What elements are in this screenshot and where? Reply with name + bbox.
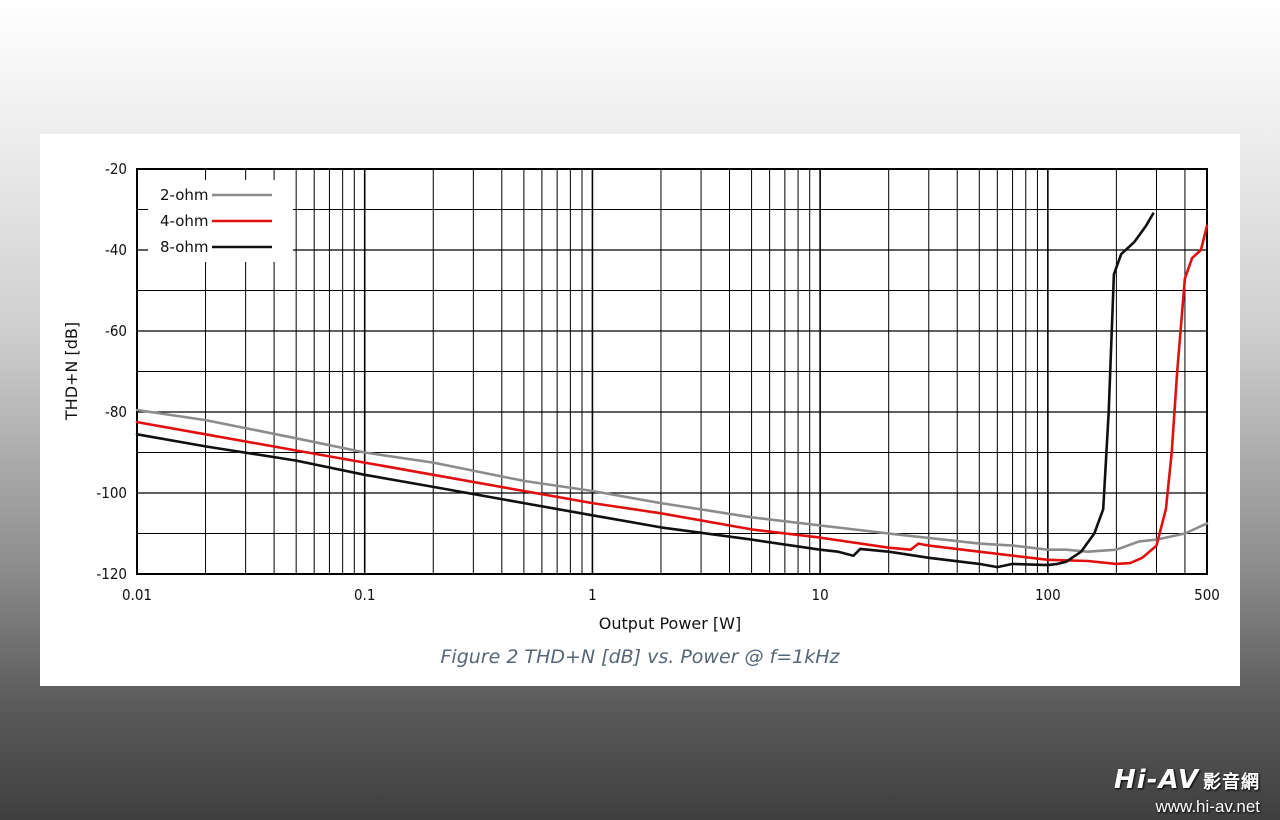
watermark-logo: Hi-AV 影音網 www.hi-av.net	[1114, 766, 1260, 817]
legend-label-2-ohm: 2-ohm	[160, 186, 209, 204]
chart-panel: 2-ohm 4-ohm 8-ohm 0.01 0.1 1 10 100 500 -20 -40 -…	[40, 134, 1240, 686]
x-tick-label: 0.1	[354, 586, 375, 604]
x-axis-title: Output Power [W]	[599, 614, 741, 633]
watermark-brand-latin: Hi-AV	[1114, 765, 1199, 795]
y-tick-label: -40	[105, 241, 127, 259]
x-tick-label: 100	[1035, 586, 1061, 604]
watermark-url: www.hi-av.net	[1155, 797, 1260, 816]
x-tick-label: 1	[588, 586, 597, 604]
figure-caption: Figure 2 THD+N [dB] vs. Power @ f=1kHz	[440, 646, 840, 668]
y-tick-label: -100	[96, 484, 127, 502]
y-tick-label: -60	[105, 322, 127, 340]
y-axis-title: THD+N [dB]	[62, 322, 81, 421]
y-tick-label: -20	[105, 160, 127, 178]
y-tick-label: -80	[105, 403, 127, 421]
x-tick-label: 500	[1194, 586, 1220, 604]
series-line-2-ohm	[135, 408, 1209, 553]
legend-label-4-ohm: 4-ohm	[160, 212, 209, 230]
plot-frame	[136, 168, 1208, 575]
x-tick-label: 0.01	[122, 586, 152, 604]
x-tick-label: 10	[812, 586, 829, 604]
series-line-8-ohm	[135, 212, 1155, 569]
y-tick-label: -120	[96, 565, 127, 583]
watermark-brand: Hi-AV 影音網	[1114, 766, 1260, 797]
thd-vs-power-chart: 2-ohm 4-ohm 8-ohm 0.01 0.1 1 10 100 500 -20 -40 -…	[62, 160, 1220, 633]
series-line-4-ohm	[135, 224, 1209, 566]
legend-label-8-ohm: 8-ohm	[160, 238, 209, 256]
legend: 2-ohm 4-ohm 8-ohm	[148, 180, 293, 262]
watermark-brand-cjk: 影音網	[1203, 772, 1260, 793]
